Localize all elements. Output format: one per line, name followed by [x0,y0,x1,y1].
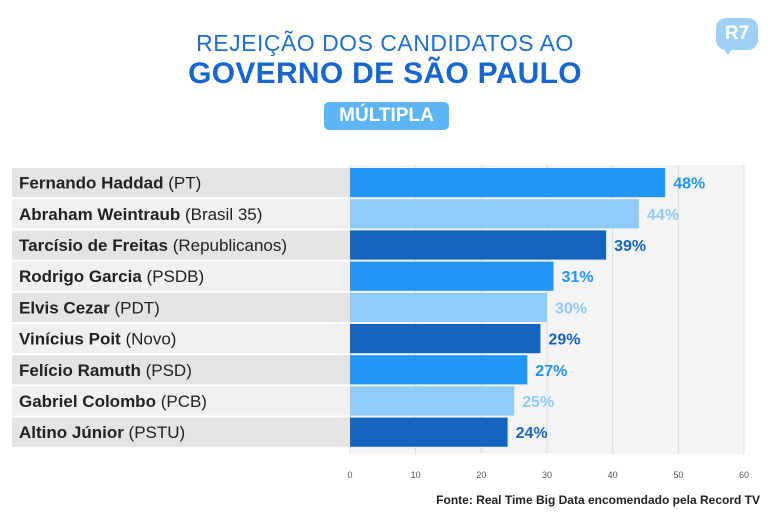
data-label: 24% [516,425,548,442]
chart-title-line1: REJEIÇÃO DOS CANDIDATOS AO [196,30,574,56]
bar [350,199,639,229]
chart-title-line2: GOVERNO DE SÃO PAULO [188,57,582,90]
row-label-bg [12,168,350,198]
category-label: Vinícius Poit (Novo) [19,330,176,349]
category-label: Tarcísio de Freitas (Republicanos) [19,236,287,255]
data-label: 27% [535,363,567,380]
candidate-party: (PSDB) [147,267,205,286]
bar [350,292,547,322]
candidate-name: Tarcísio de Freitas [19,236,173,255]
bar [350,168,666,198]
x-tick-label: 10 [411,470,421,480]
data-label: 48% [673,176,705,193]
row-label-bg [12,292,350,322]
bar [350,355,528,385]
survey-type-badge: MÚLTIPLA [324,102,449,130]
category-label: Abraham Weintraub (Brasil 35) [19,205,262,224]
bar [350,230,607,260]
data-label: 30% [555,300,587,317]
x-tick-label: 20 [476,470,486,480]
candidate-party: (Novo) [125,330,176,349]
row-label-bg [12,386,350,416]
row-label-bg [12,417,350,447]
candidate-name: Altino Júnior [19,423,129,442]
data-label: 44% [647,207,679,224]
category-label: Felício Ramuth (PSD) [19,361,192,380]
x-tick-label: 60 [739,470,749,480]
candidate-name: Fernando Haddad [19,174,168,193]
bar [350,324,541,354]
x-tick-label: 40 [608,470,618,480]
data-label: 25% [522,394,554,411]
category-label: Altino Júnior (PSTU) [19,423,185,442]
r7-logo: R7 [716,18,758,50]
candidate-name: Elvis Cezar [19,298,114,317]
candidate-party: (PSTU) [129,423,186,442]
x-tick-label: 30 [542,470,552,480]
candidate-party: (Republicanos) [173,236,287,255]
candidate-name: Rodrigo Garcia [19,267,147,286]
candidate-party: (PCB) [161,392,207,411]
category-label: Fernando Haddad (PT) [19,174,201,193]
category-label: Rodrigo Garcia (PSDB) [19,267,204,286]
candidate-party: (PT) [168,174,201,193]
x-tick-label: 0 [347,470,352,480]
candidate-party: (PSD) [146,361,192,380]
data-label: 31% [562,269,594,286]
data-label: 29% [548,332,580,349]
r7-logo-tail [722,46,734,55]
candidate-name: Felício Ramuth [19,361,146,380]
bar [350,417,508,447]
candidate-name: Gabriel Colombo [19,392,161,411]
bar [350,261,554,291]
candidate-party: (PDT) [114,298,159,317]
row-label-bg [12,324,350,354]
candidate-party: (Brasil 35) [185,205,262,224]
candidate-name: Vinícius Poit [19,330,125,349]
x-tick-label: 50 [673,470,683,480]
row-label-bg [12,199,350,229]
row-label-bg [12,230,350,260]
data-label: 39% [614,238,646,255]
row-label-bg [12,261,350,291]
source-note: Fonte: Real Time Big Data encomendado pe… [436,493,760,507]
category-label: Gabriel Colombo (PCB) [19,392,207,411]
bar [350,386,515,416]
category-label: Elvis Cezar (PDT) [19,298,160,317]
candidate-name: Abraham Weintraub [19,205,185,224]
row-label-bg [12,355,350,385]
